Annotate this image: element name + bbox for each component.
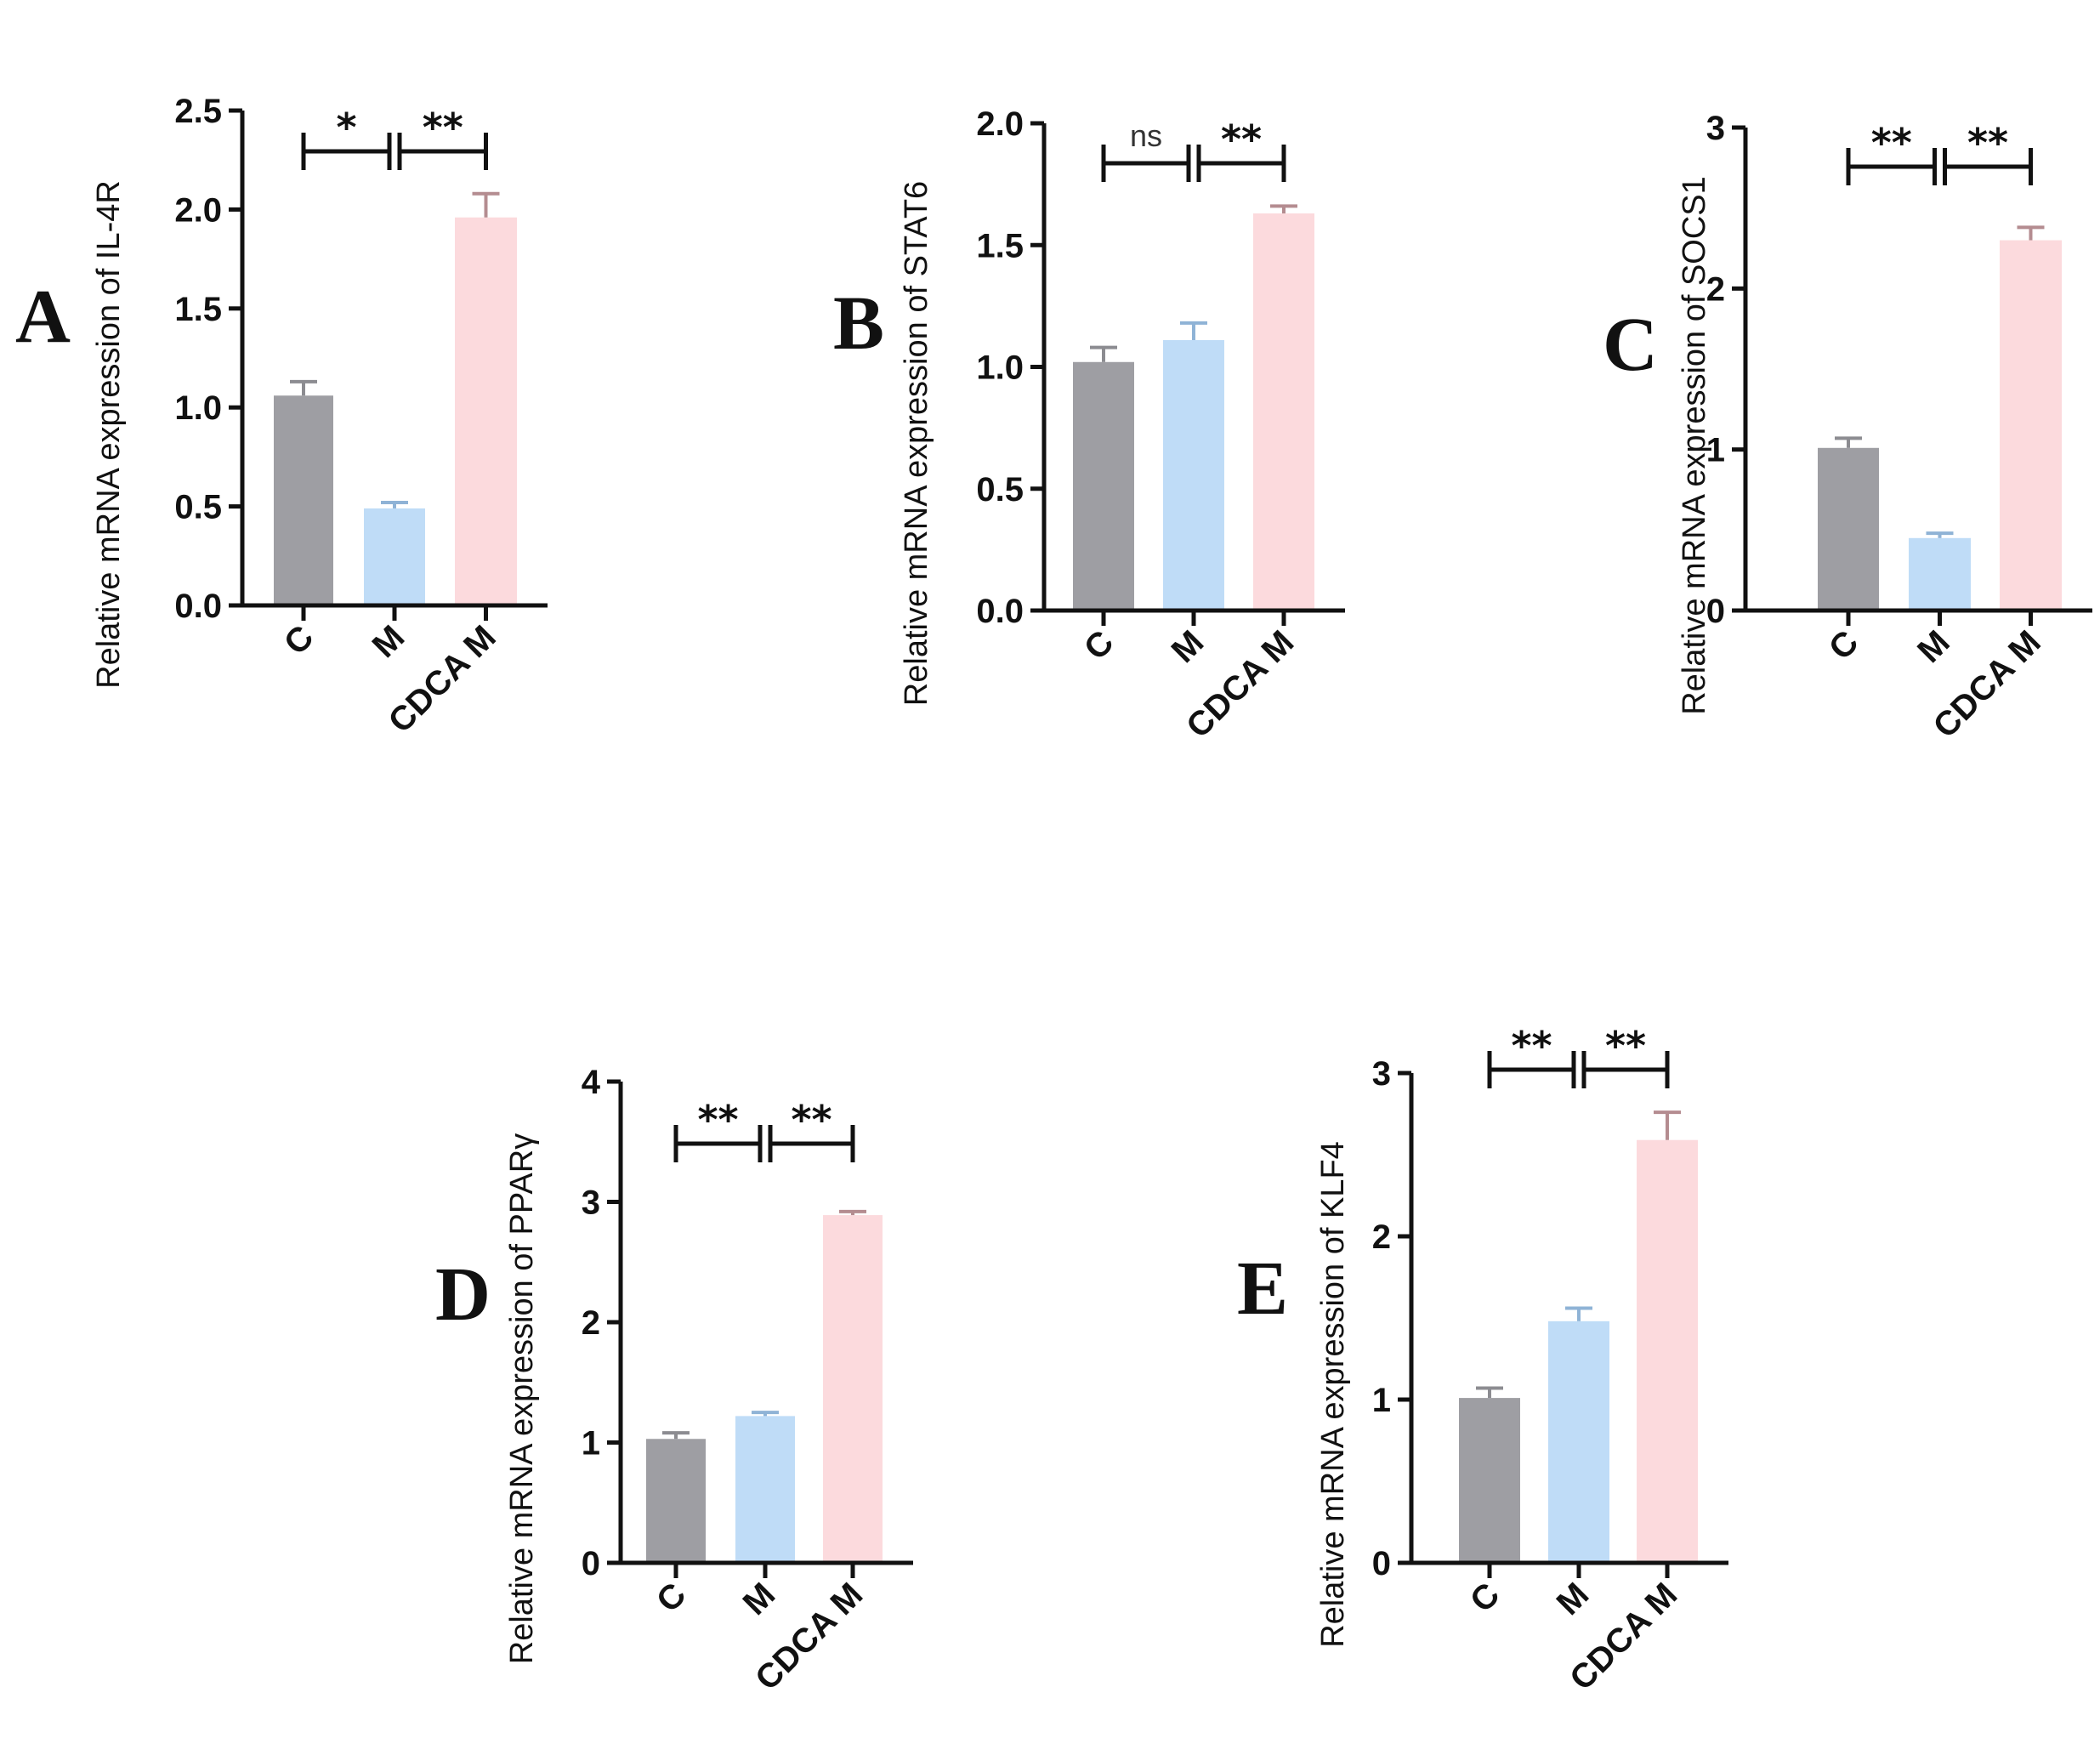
x-tick-label: M	[736, 1576, 783, 1622]
y-tick-label: 0.0	[976, 593, 1024, 630]
y-tick-label: 0.5	[976, 471, 1024, 508]
y-tick-label: 2	[582, 1304, 600, 1342]
y-tick-label: 2.0	[976, 105, 1024, 143]
y-tick-label: 1	[1372, 1382, 1391, 1419]
x-tick-label: C	[277, 618, 321, 662]
y-tick-label: 0	[1706, 593, 1725, 630]
significance-bracket	[1196, 145, 1286, 182]
significance-label: **	[1967, 120, 2008, 166]
significance-label: **	[1221, 116, 1262, 162]
y-axis-title: Relative mRNA expression of PPARγ	[504, 1133, 540, 1664]
bar-0	[646, 1439, 706, 1563]
significance-bracket	[768, 1125, 855, 1162]
bar-1	[1548, 1321, 1609, 1563]
bar-2	[455, 217, 517, 605]
y-axis-title: Relative mRNA expression of KLF4	[1315, 1141, 1351, 1648]
y-tick-label: 1.0	[174, 389, 222, 427]
bar-2	[2000, 240, 2062, 611]
x-tick-label: C	[1463, 1576, 1507, 1620]
y-tick-label: 1.0	[976, 349, 1024, 387]
y-tick-label: 0.0	[174, 588, 222, 625]
y-tick-label: 3	[1372, 1055, 1391, 1093]
significance-bracket	[1943, 148, 2033, 185]
x-tick-label: C	[1077, 623, 1121, 667]
y-tick-label: 0.5	[174, 489, 222, 526]
bar-2	[1637, 1139, 1698, 1563]
y-tick-label: 2	[1706, 270, 1725, 308]
panel-letter-c: C	[1603, 303, 1658, 387]
panel-letter-a: A	[15, 275, 71, 359]
x-tick-label: C	[1822, 623, 1866, 667]
significance-bracket	[1487, 1051, 1576, 1088]
significance-bracket	[1846, 148, 1937, 185]
bar-1	[1163, 339, 1224, 611]
x-tick-label: M	[1550, 1576, 1597, 1622]
y-tick-label: 2.0	[174, 191, 222, 229]
significance-bracket	[1101, 145, 1191, 182]
x-tick-label: M	[1910, 623, 1957, 670]
y-tick-label: 0	[582, 1545, 600, 1582]
y-tick-label: 4	[582, 1064, 601, 1101]
significance-label: **	[1871, 120, 1912, 166]
significance-label: *	[336, 105, 356, 151]
y-tick-label: 1.5	[976, 227, 1024, 264]
y-tick-label: 1	[582, 1425, 600, 1463]
y-tick-label: 0	[1372, 1545, 1391, 1582]
bar-2	[823, 1215, 883, 1563]
significance-label: **	[423, 105, 463, 151]
x-tick-label: C	[650, 1576, 694, 1620]
significance-bracket	[673, 1125, 763, 1162]
y-tick-label: 2	[1372, 1218, 1391, 1256]
y-tick-label: 3	[582, 1184, 600, 1222]
significance-bracket	[1581, 1051, 1670, 1088]
bar-2	[1253, 213, 1314, 611]
y-tick-label: 1	[1706, 432, 1725, 469]
bar-0	[1818, 447, 1879, 611]
bar-1	[364, 508, 425, 605]
panel-letter-b: B	[833, 281, 884, 366]
x-tick-label: M	[366, 618, 412, 665]
significance-label: **	[697, 1097, 738, 1143]
significance-bracket	[301, 133, 392, 170]
y-tick-label: 1.5	[174, 291, 222, 328]
y-tick-label: 2.5	[174, 93, 222, 130]
significance-label: ns	[1130, 118, 1162, 153]
significance-bracket	[397, 133, 488, 170]
bar-0	[274, 395, 333, 605]
bar-0	[1073, 361, 1134, 611]
panel-letter-e: E	[1237, 1247, 1288, 1331]
y-axis-title: Relative mRNA expression of IL-4R	[91, 180, 127, 689]
x-tick-label: M	[1165, 623, 1212, 670]
y-axis-title: Relative mRNA expression of STAT6	[899, 181, 934, 706]
bar-1	[1909, 537, 1971, 611]
significance-label: **	[1511, 1023, 1552, 1069]
bar-0	[1459, 1398, 1520, 1563]
bar-1	[735, 1416, 795, 1563]
significance-label: **	[791, 1097, 831, 1143]
panel-letter-d: D	[435, 1252, 491, 1337]
y-tick-label: 3	[1706, 110, 1725, 147]
significance-label: **	[1605, 1023, 1646, 1069]
y-axis-title: Relative mRNA expression of SOCS1	[1677, 176, 1712, 715]
